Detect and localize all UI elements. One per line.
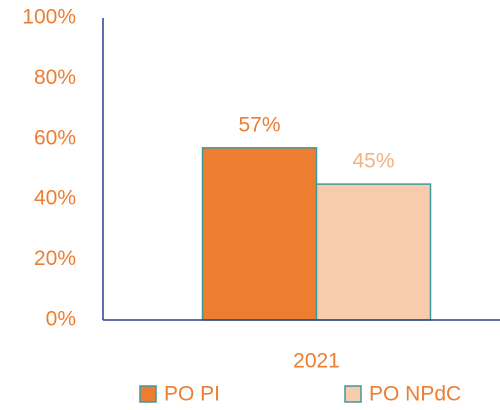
y-tick-label: 80% bbox=[34, 66, 76, 89]
legend-swatch bbox=[344, 385, 362, 403]
y-tick-label: 20% bbox=[34, 247, 76, 270]
bar bbox=[315, 183, 432, 321]
y-tick-label: 100% bbox=[22, 6, 76, 29]
y-tick-label: 40% bbox=[34, 187, 76, 210]
legend-label: PO PI bbox=[164, 383, 220, 406]
value-label: 45% bbox=[352, 150, 394, 173]
bar bbox=[201, 147, 318, 321]
value-label: 57% bbox=[238, 113, 280, 136]
legend-swatch bbox=[139, 385, 157, 403]
y-tick-label: 60% bbox=[34, 126, 76, 149]
legend-label: PO NPdC bbox=[369, 383, 461, 406]
y-tick-label: 0% bbox=[46, 308, 76, 331]
x-tick-label: 2021 bbox=[293, 350, 340, 373]
